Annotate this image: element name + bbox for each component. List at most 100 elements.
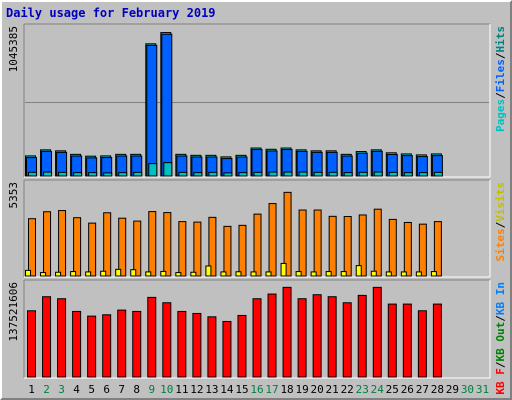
bar-sites [388, 218, 397, 277]
bar-sites [118, 217, 127, 277]
legend-separator: / [494, 361, 507, 368]
bar-visits [280, 262, 287, 277]
bar-sites [58, 210, 67, 277]
bar-visits [370, 270, 377, 277]
bar-kbytes [372, 286, 382, 378]
x-tick-label: 8 [133, 383, 140, 396]
bar-sites [328, 215, 337, 277]
bar-sites [373, 208, 382, 277]
bar-visits [430, 271, 437, 277]
bar-pages [283, 171, 293, 177]
x-tick-label: 10 [160, 383, 173, 396]
legend-kbytes: KB F/KB Out/KB In [494, 282, 507, 395]
y-max-label: 5353 [7, 182, 20, 209]
bar-visits [415, 271, 422, 277]
bar-visits [40, 272, 47, 277]
bar-kbytes [42, 296, 52, 378]
bar-pages [238, 172, 248, 177]
bar-sites [343, 216, 352, 277]
bar-kbytes [162, 302, 172, 378]
bar-pages [268, 171, 278, 177]
legend-text: Sites/Visits [494, 182, 507, 262]
bar-visits [115, 268, 122, 277]
bar-kbytes [267, 293, 277, 378]
bar-sites [253, 213, 262, 277]
x-tick-label: 19 [295, 383, 308, 396]
bar-visits [400, 271, 407, 277]
bar-pages [148, 163, 158, 177]
bar-pages [43, 171, 53, 177]
x-tick-label: 22 [341, 383, 354, 396]
bar-pages [328, 171, 338, 177]
bar-visits [70, 271, 77, 277]
legend-item: Visits [494, 182, 507, 222]
x-tick-label: 15 [235, 383, 248, 396]
bar-kbytes [327, 296, 337, 378]
legend-separator: / [494, 92, 507, 99]
bar-visits [145, 271, 152, 277]
bar-kbytes [387, 303, 397, 378]
bar-kbytes [237, 314, 247, 378]
y-max-label: 137521606 [7, 282, 20, 342]
chart-title: Daily usage for February 2019 [6, 6, 216, 20]
bar-kbytes [72, 310, 82, 378]
bar-sites [133, 220, 142, 277]
bar-visits [295, 271, 302, 277]
legend-item: KB In [494, 282, 507, 315]
x-tick-label: 2 [43, 383, 50, 396]
bar-sites [88, 222, 97, 277]
legend-separator: / [494, 315, 507, 322]
legend-hits_files_pages: Pages/Files/Hits [494, 26, 507, 132]
bar-pages [373, 171, 383, 177]
bar-kbytes [57, 298, 67, 378]
bar-sites [103, 212, 112, 277]
bar-sites [223, 225, 232, 277]
bar-pages [358, 171, 368, 177]
bar-visits [220, 271, 227, 277]
x-tick-label: 30 [461, 383, 474, 396]
x-tick-label: 14 [220, 383, 234, 396]
bar-pages [178, 171, 188, 177]
x-tick-label: 13 [205, 383, 218, 396]
bar-pages [223, 172, 233, 177]
bar-pages [343, 172, 353, 177]
x-tick-label: 28 [431, 383, 444, 396]
bar-visits [355, 265, 362, 277]
bar-sites [178, 221, 187, 277]
bar-kbytes [207, 316, 217, 378]
x-tick-label: 11 [175, 383, 188, 396]
bar-kbytes [342, 302, 352, 378]
bar-kbytes [312, 294, 322, 378]
x-tick-label: 9 [148, 383, 155, 396]
y-max-label: 1045385 [7, 26, 20, 72]
bar-pages [133, 171, 143, 177]
bar-kbytes [102, 314, 112, 378]
bar-sites [208, 216, 217, 277]
bar-pages [28, 171, 38, 177]
bar-sites [148, 211, 157, 277]
bar-pages [433, 171, 443, 177]
bar-files [146, 44, 158, 177]
bar-sites [163, 212, 172, 277]
x-tick-label: 7 [118, 383, 125, 396]
x-tick-label: 1 [28, 383, 35, 396]
bar-sites [433, 221, 442, 277]
bar-pages [163, 162, 173, 177]
bar-kbytes [297, 298, 307, 378]
bar-pages [403, 172, 413, 177]
x-tick-label: 20 [311, 383, 324, 396]
bar-kbytes [417, 310, 427, 378]
bar-pages [193, 172, 203, 177]
legend-separator: / [494, 221, 507, 228]
legend-item: KB Out [494, 322, 507, 362]
legend-separator: / [494, 52, 507, 59]
bar-visits [205, 265, 212, 277]
bar-sites [313, 209, 322, 277]
bar-kbytes [177, 310, 187, 378]
bar-visits [130, 269, 137, 277]
bar-pages [298, 171, 308, 177]
bar-pages [58, 171, 68, 177]
x-tick-label: 24 [371, 383, 385, 396]
x-tick-label: 25 [386, 383, 399, 396]
